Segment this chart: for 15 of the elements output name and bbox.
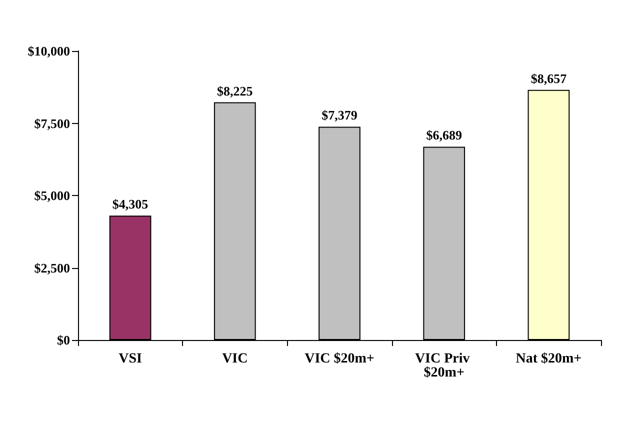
y-tick-label: $5,000 bbox=[34, 188, 70, 203]
y-tick-label: $7,500 bbox=[34, 116, 70, 131]
data-label: $6,689 bbox=[426, 128, 462, 143]
x-tick-label: VIC $20m+ bbox=[304, 352, 374, 366]
data-label: $8,225 bbox=[217, 83, 254, 98]
x-tick-label: VSI bbox=[118, 352, 142, 366]
x-tick-label: VIC bbox=[222, 352, 248, 366]
data-label: $7,379 bbox=[322, 108, 358, 123]
x-tick-label: VIC Priv $20m+ bbox=[414, 352, 474, 380]
y-tick-label: $0 bbox=[57, 332, 70, 348]
data-label: $4,305 bbox=[112, 196, 149, 212]
x-tick-label: Nat $20m+ bbox=[516, 352, 582, 366]
y-tick-label: $10,000 bbox=[28, 44, 70, 58]
data-label: $8,657 bbox=[530, 70, 568, 86]
y-tick-label: $2,500 bbox=[34, 260, 70, 276]
